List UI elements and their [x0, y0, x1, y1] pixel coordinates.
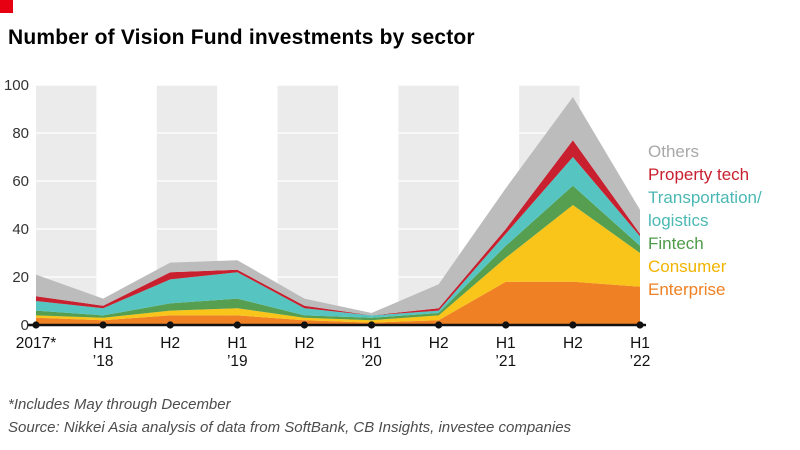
y-tick-label: 0 — [21, 317, 29, 334]
y-tick-label: 20 — [12, 269, 29, 286]
stacked-area-chart: 0 20 40 60 80 100 2017* H1’18 H2 H1’19 H2 H1’20 H2 H1… — [0, 75, 650, 375]
legend-item-consumer: Consumer — [648, 257, 727, 276]
x-tick-label: H1 — [496, 335, 516, 352]
legend-item-others: Others — [648, 142, 700, 161]
axis-tick-dot — [502, 321, 510, 329]
area-consumer — [36, 205, 640, 323]
x-tick-sublabel: ’20 — [361, 353, 382, 370]
axis-tick-dot — [367, 321, 376, 329]
axis-tick-dot — [166, 321, 174, 329]
area-enterprise — [36, 281, 640, 325]
axis-tick-dot — [435, 321, 443, 329]
x-tick-label: H1 — [630, 335, 650, 352]
x-tick-sublabel: ’18 — [93, 353, 114, 370]
source-credit: Source: Nikkei Asia analysis of data fro… — [8, 419, 572, 436]
legend-item-transportation-logistics: Transportation/ logistics — [648, 188, 762, 230]
x-tick-label: H2 — [160, 335, 180, 352]
x-tick-label: H2 — [295, 335, 315, 352]
area-transportation-logistics — [36, 157, 640, 318]
axis-tick-dot — [233, 321, 241, 329]
chart-title: Number of Vision Fund investments by sec… — [8, 26, 475, 49]
nikkei-red-square — [0, 0, 13, 13]
x-tick-sublabel: ’19 — [227, 353, 248, 370]
legend-item-fintech: Fintech — [648, 234, 704, 253]
x-tick-label: H1 — [227, 335, 247, 352]
x-tick-sublabel: ’22 — [630, 353, 650, 370]
y-tick-label: 80 — [12, 125, 29, 142]
axis-tick-dot — [32, 321, 40, 329]
axis-tick-dot — [636, 321, 644, 329]
y-tick-label: 100 — [4, 77, 29, 94]
y-tick-label: 40 — [12, 221, 29, 238]
x-tick-label: H2 — [563, 335, 583, 352]
axis-tick-dot — [569, 321, 577, 329]
area-property-tech — [36, 140, 640, 316]
area-fintech — [36, 185, 640, 321]
background-band — [277, 85, 338, 325]
x-tick-label: H1 — [93, 335, 113, 352]
x-tick-sublabel: ’21 — [495, 353, 516, 370]
axis-tick-dot — [300, 321, 309, 329]
x-tick-label: H1 — [362, 335, 382, 352]
chart-legend: Others Property tech Transportation/ logis… — [648, 140, 800, 301]
area-others — [36, 97, 640, 316]
axis-tick-dot — [99, 321, 107, 329]
legend-item-enterprise: Enterprise — [648, 280, 726, 299]
x-tick-label: H2 — [429, 335, 449, 352]
x-tick-label: 2017* — [16, 335, 57, 352]
legend-item-property-tech: Property tech — [648, 165, 750, 184]
footnote: *Includes May through December — [8, 396, 231, 413]
y-tick-label: 60 — [12, 173, 29, 190]
